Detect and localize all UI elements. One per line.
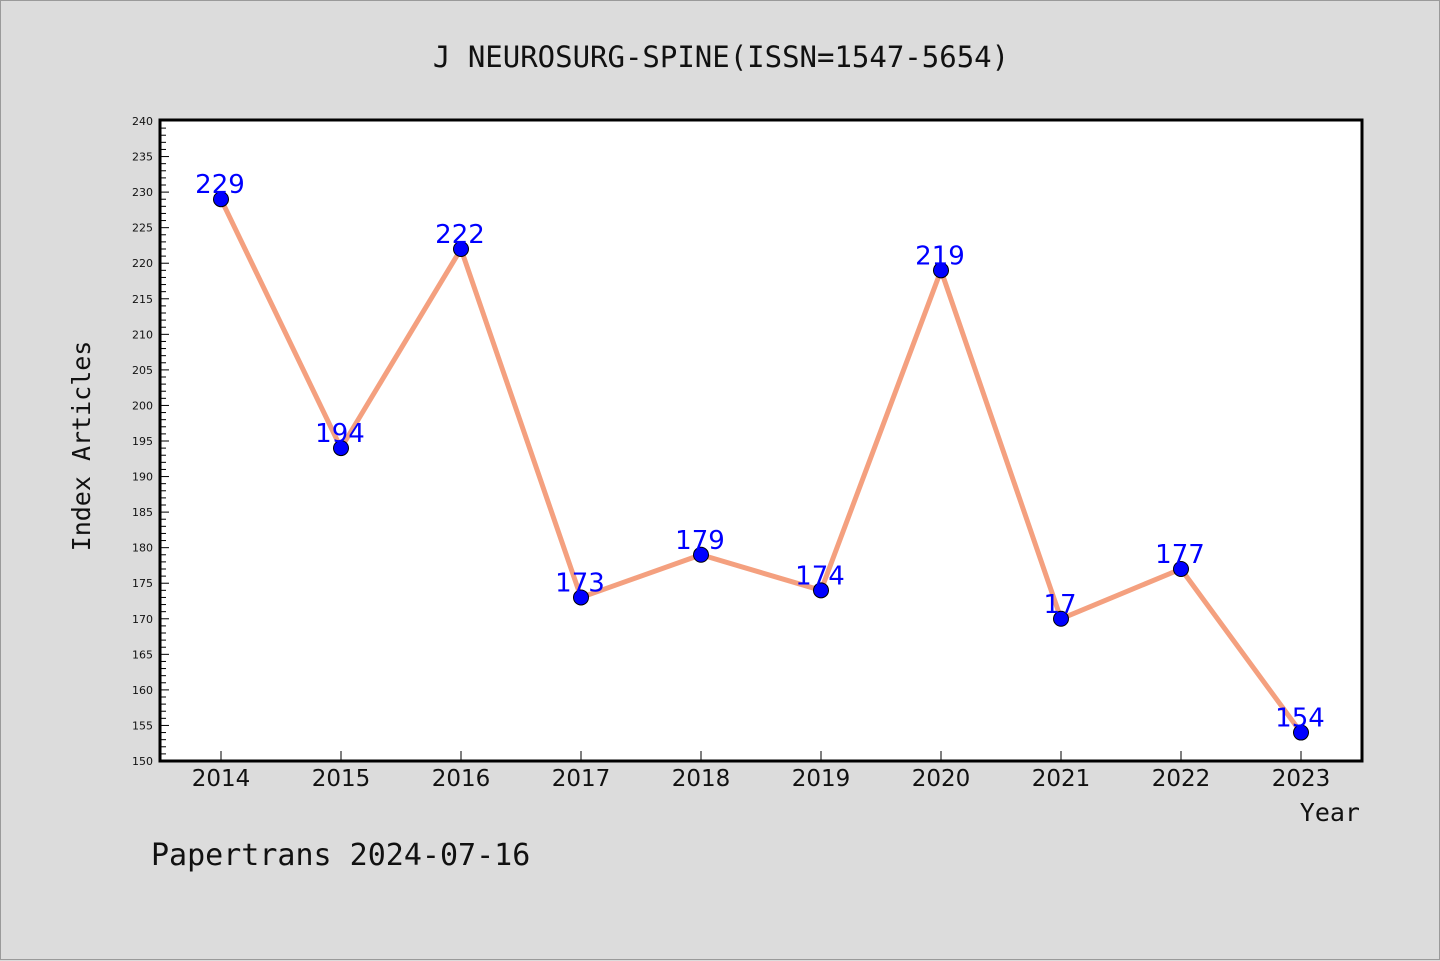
y-axis: 150 155 160 165 170 175 180 185 190 195 200 205 210 2… [132,115,169,768]
y-tick-label: 180 [132,542,153,555]
data-point [453,241,469,257]
y-axis-title: Index Articles [67,341,96,552]
data-label: 179 [675,526,725,556]
data-label: 174 [795,561,845,591]
data-label: 154 [1275,704,1325,734]
y-tick-label: 195 [132,435,153,448]
y-tick-label: 185 [132,506,153,519]
data-point [573,589,589,606]
y-tick-label: 215 [132,293,153,306]
x-axis: 2014 2015 2016 2017 2018 2019 2020 2021 2022 2023 [192,751,1331,792]
y-tick-label: 175 [132,577,153,590]
y-tick-label: 160 [132,684,153,697]
plot-area [158,118,1364,763]
data-label: 222 [435,220,485,250]
x-tick-label: 2021 [1032,766,1091,792]
y-tick-label: 240 [132,115,153,128]
footer-stamp: Papertrans 2024-07-16 [151,838,530,873]
y-tick-label: 170 [132,613,153,626]
series-line [218,198,1304,735]
data-point [1053,610,1069,627]
x-tick-label: 2016 [432,766,491,792]
x-tick-label: 2022 [1152,766,1211,792]
x-tick-label: 2019 [792,766,851,792]
data-label: 229 [195,170,245,200]
y-tick-label: 235 [132,151,153,164]
y-tick-label: 220 [132,257,153,270]
x-tick-label: 2020 [912,766,971,792]
data-point [1293,724,1309,741]
data-point [933,262,949,279]
x-tick-label: 2023 [1272,766,1331,792]
series-layer [213,191,1309,741]
chart-title: J NEUROSURG-SPINE(ISSN=1547-5654) [433,40,1009,74]
data-point [333,440,349,457]
y-tick-label: 190 [132,471,153,484]
y-tick-label: 165 [132,648,153,661]
data-point [1173,561,1189,577]
data-label: 219 [915,241,965,271]
data-label: 194 [315,419,365,449]
data-label: 173 [555,568,605,598]
data-point [693,546,709,563]
x-tick-label: 2017 [552,766,611,792]
data-label: 177 [1155,540,1205,570]
y-tick-label: 225 [132,222,153,235]
x-tick-label: 2015 [312,766,371,792]
y-tick-label: 200 [132,399,153,412]
data-label-layer: 229 194 222 173 179 174 219 17 177 154 [195,170,1325,733]
y-tick-label: 155 [132,719,153,732]
x-axis-title: Year [1300,798,1360,827]
y-tick-label: 230 [132,186,153,199]
data-label: 17 [1043,590,1076,620]
data-point [213,191,229,208]
y-tick-label: 150 [132,755,153,768]
data-point [813,582,829,599]
y-tick-label: 210 [132,328,153,341]
x-tick-label: 2018 [672,766,731,792]
x-tick-label: 2014 [192,766,251,792]
y-tick-label: 205 [132,364,153,377]
